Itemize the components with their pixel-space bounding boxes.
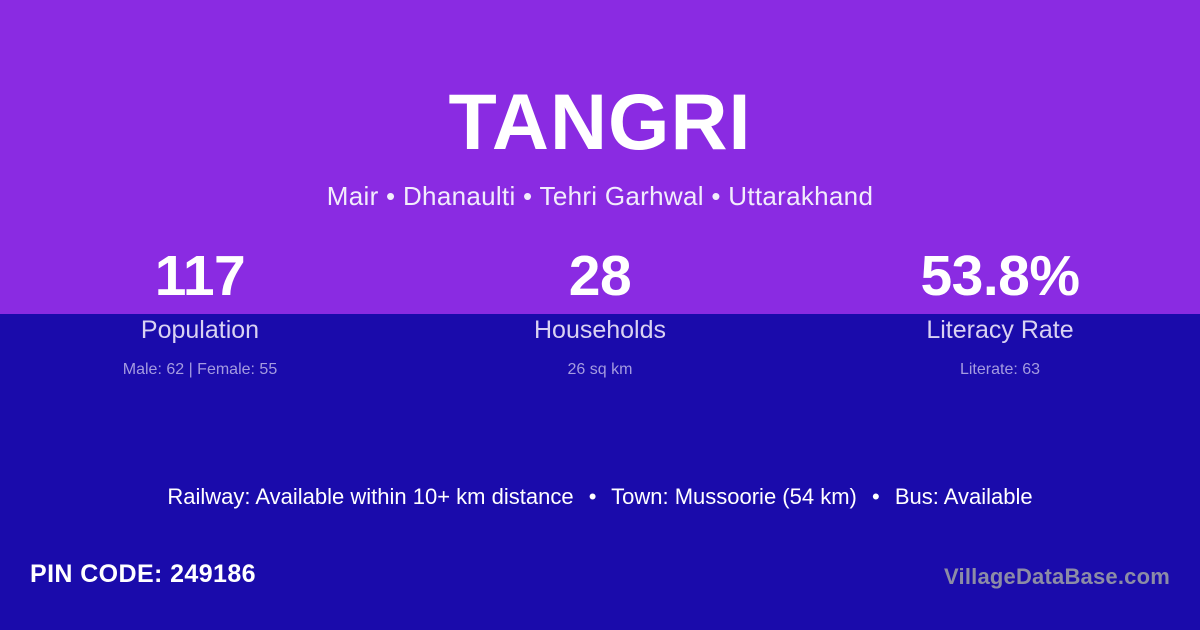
card-header: TANGRI Mair • Dhanaulti • Tehri Garhwal …: [0, 0, 1200, 209]
stat-literacy: 53.8% Literacy Rate Literate: 63: [800, 248, 1200, 378]
stat-literacy-count: Literate: 63: [959, 361, 1041, 378]
infrastructure-railway: Railway: Available within 10+ km distanc…: [167, 484, 574, 509]
stat-households-area: 26 sq km: [567, 361, 633, 378]
stat-households-value: 28: [568, 244, 632, 308]
stat-population-breakdown: Male: 62 | Female: 55: [122, 361, 278, 378]
infrastructure-separator-1: •: [588, 484, 597, 509]
top-color-band: [0, 0, 1200, 314]
village-name-title: TANGRI: [448, 77, 752, 166]
infrastructure-bus: Bus: Available: [894, 484, 1033, 509]
stat-population-value: 117: [154, 244, 246, 308]
pin-code-text: PIN CODE: 249186: [30, 560, 256, 588]
stat-population: 117 Population Male: 62 | Female: 55: [0, 248, 400, 378]
infrastructure-nearest-town: Town: Mussoorie (54 km): [611, 484, 857, 509]
statistics-row: 117 Population Male: 62 | Female: 55 28 …: [0, 248, 1200, 378]
infrastructure-separator-2: •: [871, 484, 880, 509]
stat-population-label: Population: [140, 316, 260, 344]
infrastructure-summary: Railway: Available within 10+ km distanc…: [0, 486, 1200, 508]
stat-literacy-label: Literacy Rate: [926, 316, 1074, 344]
stat-households: 28 Households 26 sq km: [400, 248, 800, 378]
village-location-breadcrumb: Mair • Dhanaulti • Tehri Garhwal • Uttar…: [326, 181, 874, 211]
stat-households-label: Households: [533, 316, 667, 344]
card-footer: PIN CODE: 249186 VillageDataBase.com: [0, 550, 1200, 630]
stat-literacy-value: 53.8%: [920, 244, 1080, 308]
site-brand-watermark: VillageDataBase.com: [944, 564, 1170, 589]
